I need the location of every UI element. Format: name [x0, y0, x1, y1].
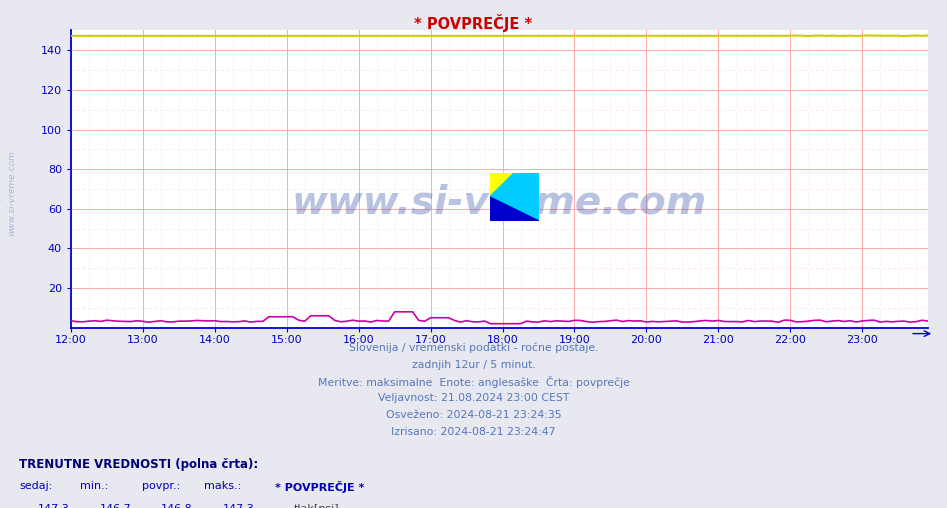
Text: Izrisano: 2024-08-21 23:24:47: Izrisano: 2024-08-21 23:24:47	[391, 427, 556, 437]
Polygon shape	[490, 173, 539, 221]
Text: 146,8: 146,8	[161, 504, 193, 508]
Text: 147,3: 147,3	[38, 504, 70, 508]
Text: sedaj:: sedaj:	[19, 481, 52, 491]
Polygon shape	[490, 197, 539, 221]
Text: www.si-vreme.com: www.si-vreme.com	[292, 184, 707, 222]
Text: zadnjih 12ur / 5 minut.: zadnjih 12ur / 5 minut.	[412, 360, 535, 370]
Text: Meritve: maksimalne  Enote: anglesaške  Črta: povprečje: Meritve: maksimalne Enote: anglesaške Čr…	[317, 376, 630, 389]
Polygon shape	[490, 173, 514, 197]
Text: * POVPREČJE *: * POVPREČJE *	[275, 481, 364, 493]
Text: maks.:: maks.:	[204, 481, 241, 491]
Text: min.:: min.:	[80, 481, 109, 491]
Text: TRENUTNE VREDNOSTI (polna črta):: TRENUTNE VREDNOSTI (polna črta):	[19, 458, 259, 471]
Text: Slovenija / vremenski podatki - ročne postaje.: Slovenija / vremenski podatki - ročne po…	[348, 343, 599, 354]
Text: * POVPREČJE *: * POVPREČJE *	[415, 14, 532, 32]
Text: tlak[psi]: tlak[psi]	[294, 504, 339, 508]
Text: Veljavnost: 21.08.2024 23:00 CEST: Veljavnost: 21.08.2024 23:00 CEST	[378, 393, 569, 403]
Text: 146,7: 146,7	[99, 504, 132, 508]
Text: www.si-vreme.com: www.si-vreme.com	[7, 150, 16, 236]
Text: Osveženo: 2024-08-21 23:24:35: Osveženo: 2024-08-21 23:24:35	[385, 410, 562, 420]
Text: 147,3: 147,3	[223, 504, 255, 508]
Text: povpr.:: povpr.:	[142, 481, 180, 491]
